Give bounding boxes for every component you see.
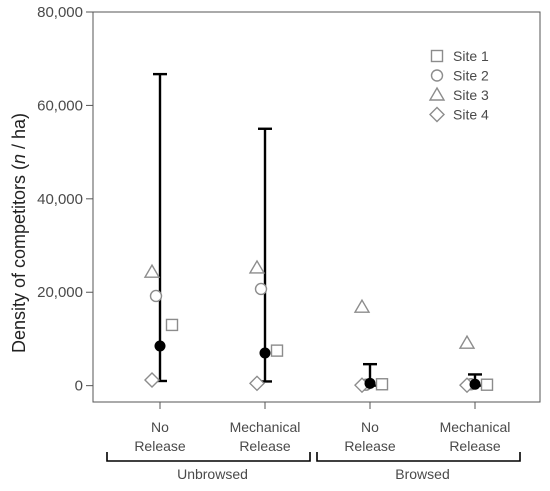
data-point-square [480, 378, 494, 391]
data-point-triangle [458, 334, 476, 349]
group-bracket [106, 452, 311, 462]
y-axis-title: Density of competitors (n / ha) [9, 113, 29, 353]
y-axis-title-main: Density of competitors ( [9, 164, 29, 353]
x-category-label-line2: Release [134, 438, 186, 454]
data-point-square [375, 378, 389, 391]
y-axis-title-italic: n [9, 154, 29, 164]
y-tick-label: 20,000 [37, 284, 83, 301]
x-category-label-line2: Release [344, 438, 396, 454]
plot-frame [92, 11, 541, 403]
mean-point [259, 347, 271, 359]
legend-label: Site 1 [453, 48, 489, 64]
x-category-label-line1: No [151, 419, 169, 435]
legend-marker-diamond [429, 106, 445, 123]
legend-label: Site 3 [453, 87, 489, 103]
y-tick-label: 0 [75, 378, 83, 395]
group-label: Unbrowsed [177, 466, 248, 482]
data-point-triangle [248, 259, 266, 274]
y-tick-label: 80,000 [37, 4, 83, 21]
group-label: Browsed [395, 466, 449, 482]
legend-marker-triangle [428, 86, 446, 101]
x-category-label-line1: Mechanical [440, 419, 511, 435]
x-category-label-line2: Release [239, 438, 291, 454]
legend-label: Site 4 [453, 107, 489, 123]
group-bracket [316, 452, 521, 462]
legend-marker-circle [430, 69, 444, 82]
mean-point [469, 378, 481, 390]
x-category-label-line1: No [361, 419, 379, 435]
y-tick-label: 60,000 [37, 97, 83, 114]
legend-label: Site 2 [453, 68, 489, 84]
data-point-diamond [249, 375, 265, 392]
y-axis-title-end: / ha) [9, 113, 29, 154]
data-point-triangle [353, 298, 371, 313]
mean-point [364, 377, 376, 389]
x-category-label-line1: Mechanical [230, 419, 301, 435]
data-point-circle [149, 289, 163, 303]
data-point-square [165, 318, 179, 332]
data-point-triangle [143, 263, 161, 278]
mean-point [154, 340, 166, 352]
data-point-diamond [144, 372, 160, 389]
data-point-circle [254, 282, 268, 296]
y-tick-label: 40,000 [37, 191, 83, 208]
legend-marker-square [430, 49, 444, 63]
x-category-label-line2: Release [449, 438, 501, 454]
data-point-square [270, 344, 284, 357]
